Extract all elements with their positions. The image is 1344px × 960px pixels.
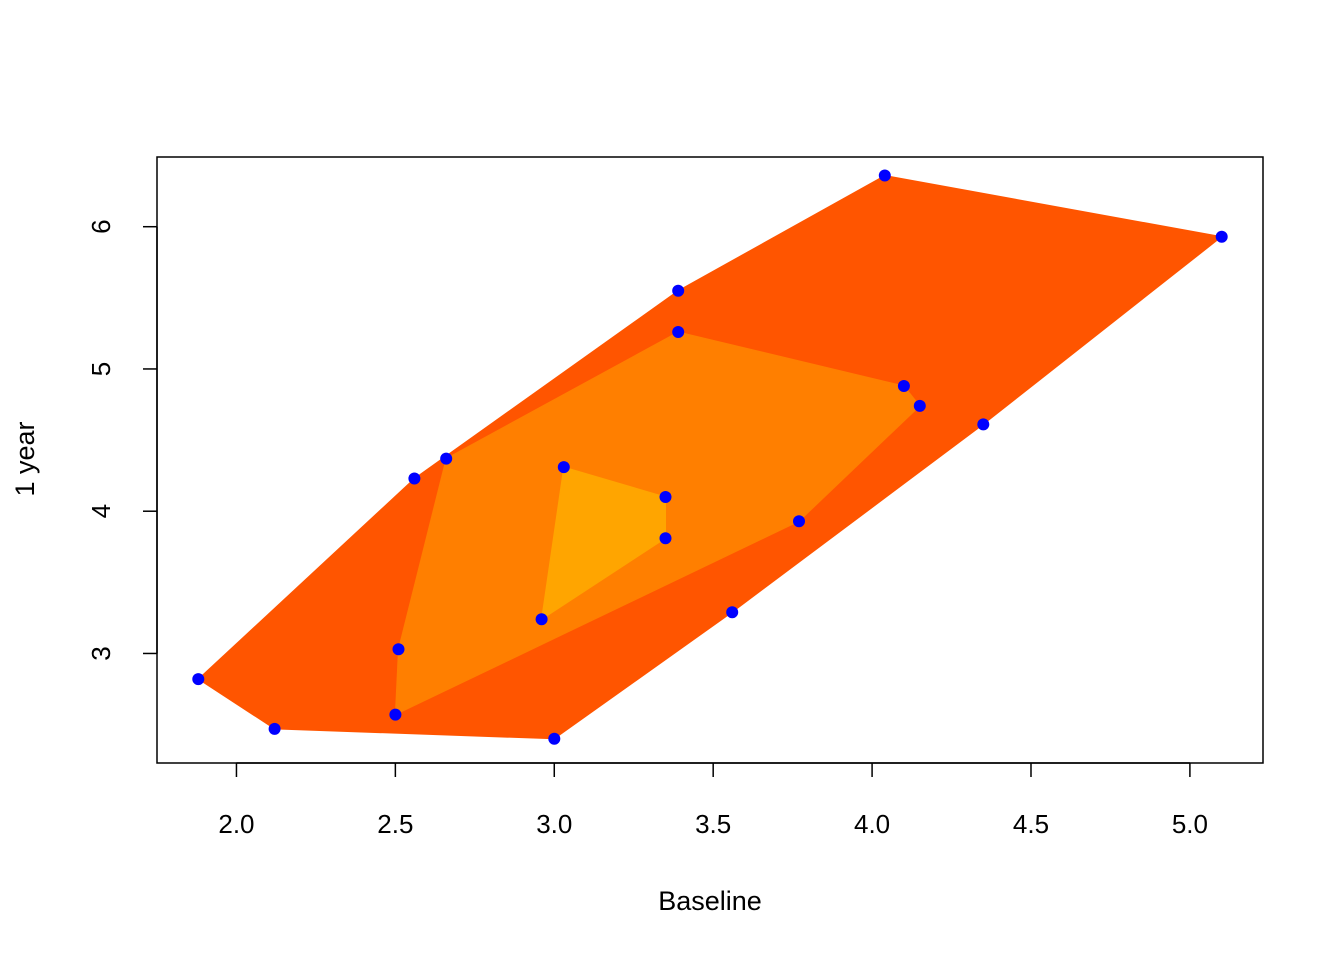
data-point bbox=[389, 708, 402, 721]
x-tick-label: 5.0 bbox=[1172, 809, 1208, 839]
y-tick-label: 6 bbox=[86, 219, 116, 233]
hull-regions bbox=[197, 174, 1223, 740]
x-axis: 2.0 2.5 3.0 3.5 4.0 4.5 5.0 bbox=[218, 762, 1208, 839]
data-point bbox=[535, 613, 548, 626]
y-axis-label: 1 year bbox=[10, 421, 40, 496]
data-point bbox=[878, 169, 891, 182]
data-point bbox=[659, 491, 672, 503]
y-axis: 3 4 5 6 bbox=[86, 219, 158, 661]
data-point bbox=[672, 284, 685, 297]
data-point bbox=[1215, 230, 1228, 243]
x-axis-label: Baseline bbox=[658, 886, 762, 916]
data-point bbox=[659, 532, 672, 545]
y-tick-label: 3 bbox=[86, 646, 116, 660]
x-tick-label: 2.5 bbox=[377, 809, 413, 839]
x-tick-label: 2.0 bbox=[218, 809, 254, 839]
data-point bbox=[726, 606, 739, 619]
data-point bbox=[268, 722, 281, 735]
x-tick-label: 3.5 bbox=[695, 809, 731, 839]
data-point bbox=[392, 643, 405, 656]
y-tick-label: 4 bbox=[86, 504, 116, 518]
data-point bbox=[548, 732, 561, 745]
data-point bbox=[440, 452, 453, 465]
data-point bbox=[793, 515, 805, 528]
data-point bbox=[913, 399, 926, 412]
data-point bbox=[557, 461, 570, 474]
data-point bbox=[408, 472, 421, 485]
x-tick-label: 4.5 bbox=[1013, 809, 1049, 839]
data-point bbox=[192, 673, 205, 686]
data-point bbox=[672, 326, 685, 338]
data-point bbox=[977, 418, 990, 431]
data-point bbox=[897, 380, 910, 392]
data-points bbox=[192, 169, 1228, 745]
y-tick-label: 5 bbox=[86, 362, 116, 376]
x-tick-label: 4.0 bbox=[854, 809, 890, 839]
x-tick-label: 3.0 bbox=[536, 809, 572, 839]
